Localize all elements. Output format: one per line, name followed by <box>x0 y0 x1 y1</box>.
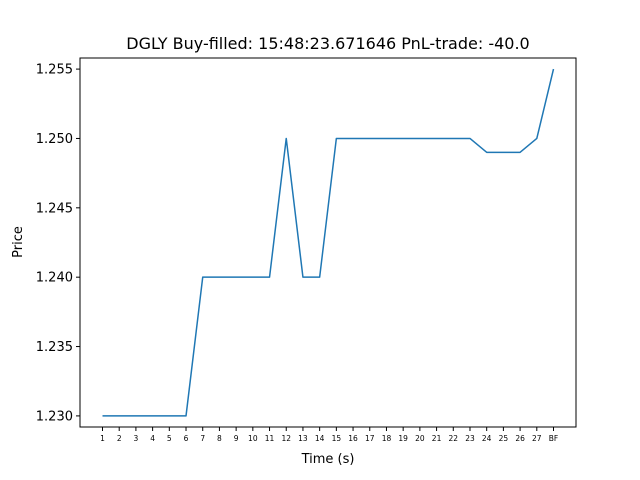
y-axis-label: Price <box>11 226 26 258</box>
x-tick-label: 26 <box>515 434 525 443</box>
y-tick-label: 1.230 <box>36 409 73 424</box>
x-tick-label: 7 <box>200 434 205 443</box>
x-tick-label: 3 <box>134 434 139 443</box>
x-tick-label: 8 <box>217 434 222 443</box>
x-tick-label: 4 <box>150 434 155 443</box>
price-series-line <box>102 68 555 417</box>
y-axis: 1.230 1.235 1.240 1.245 1.250 1.255 <box>36 63 80 424</box>
x-tick-label: 18 <box>382 434 392 443</box>
y-tick-label: 1.245 <box>36 201 73 216</box>
x-tick-label: 5 <box>167 434 172 443</box>
x-tick-label: 20 <box>415 434 425 443</box>
x-tick-label: 6 <box>184 434 189 443</box>
x-tick-label: 22 <box>449 434 459 443</box>
x-tick-label: 11 <box>265 434 275 443</box>
x-tick-label: 21 <box>432 434 442 443</box>
x-tick-label: 12 <box>281 434 291 443</box>
x-tick-label: 2 <box>117 434 122 443</box>
x-tick-label: 17 <box>365 434 375 443</box>
x-tick-label: BF <box>549 434 558 443</box>
y-tick-label: 1.250 <box>36 132 73 147</box>
y-tick-label: 1.240 <box>36 271 73 286</box>
x-axis-label: Time (s) <box>301 452 355 467</box>
x-tick-label: 27 <box>532 434 542 443</box>
y-tick-label: 1.235 <box>36 340 73 355</box>
x-tick-label: 16 <box>348 434 358 443</box>
x-tick-label: 25 <box>499 434 509 443</box>
x-tick-label: 24 <box>482 434 492 443</box>
x-tick-label: 23 <box>465 434 475 443</box>
x-tick-label: 1 <box>100 434 105 443</box>
x-tick-label: 9 <box>234 434 239 443</box>
x-tick-label: 10 <box>248 434 258 443</box>
chart-title: DGLY Buy-filled: 15:48:23.671646 PnL-tra… <box>126 34 529 53</box>
axes-frame <box>79 57 577 428</box>
x-axis: 1 2 3 4 5 6 7 8 9 10 11 12 13 14 15 16 17 18 19 20 21 22 23 24 2… <box>100 427 558 443</box>
x-tick-label: 14 <box>315 434 325 443</box>
x-tick-label: 15 <box>332 434 342 443</box>
x-tick-label: 19 <box>398 434 408 443</box>
x-tick-label: 13 <box>298 434 308 443</box>
y-tick-label: 1.255 <box>36 63 73 78</box>
